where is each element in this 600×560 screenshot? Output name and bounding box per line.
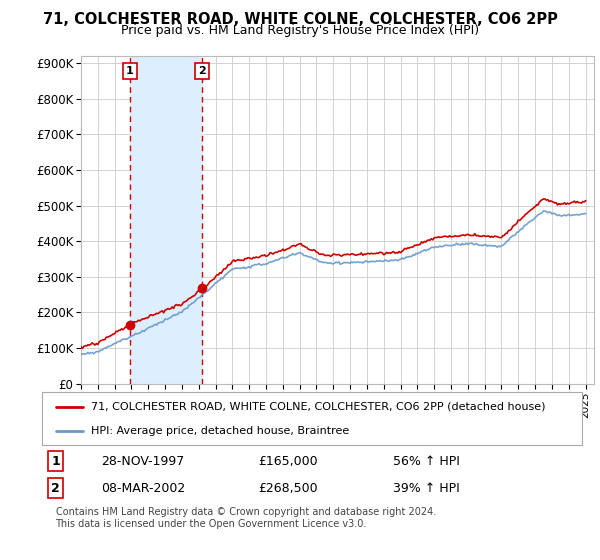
Text: Price paid vs. HM Land Registry's House Price Index (HPI): Price paid vs. HM Land Registry's House … xyxy=(121,24,479,36)
Text: 56% ↑ HPI: 56% ↑ HPI xyxy=(393,455,460,468)
Text: £165,000: £165,000 xyxy=(258,455,317,468)
Text: 71, COLCHESTER ROAD, WHITE COLNE, COLCHESTER, CO6 2PP: 71, COLCHESTER ROAD, WHITE COLNE, COLCHE… xyxy=(43,12,557,27)
Text: Contains HM Land Registry data © Crown copyright and database right 2024.
This d: Contains HM Land Registry data © Crown c… xyxy=(56,507,436,529)
Text: 1: 1 xyxy=(51,455,60,468)
Text: HPI: Average price, detached house, Braintree: HPI: Average price, detached house, Brai… xyxy=(91,426,349,436)
Text: 2: 2 xyxy=(51,482,60,494)
Bar xyxy=(130,56,202,384)
Text: 28-NOV-1997: 28-NOV-1997 xyxy=(101,455,185,468)
Text: 08-MAR-2002: 08-MAR-2002 xyxy=(101,482,185,494)
Text: 1: 1 xyxy=(126,66,134,76)
Text: 39% ↑ HPI: 39% ↑ HPI xyxy=(393,482,460,494)
Text: £268,500: £268,500 xyxy=(258,482,317,494)
Text: 2: 2 xyxy=(198,66,206,76)
Text: 71, COLCHESTER ROAD, WHITE COLNE, COLCHESTER, CO6 2PP (detached house): 71, COLCHESTER ROAD, WHITE COLNE, COLCHE… xyxy=(91,402,545,412)
